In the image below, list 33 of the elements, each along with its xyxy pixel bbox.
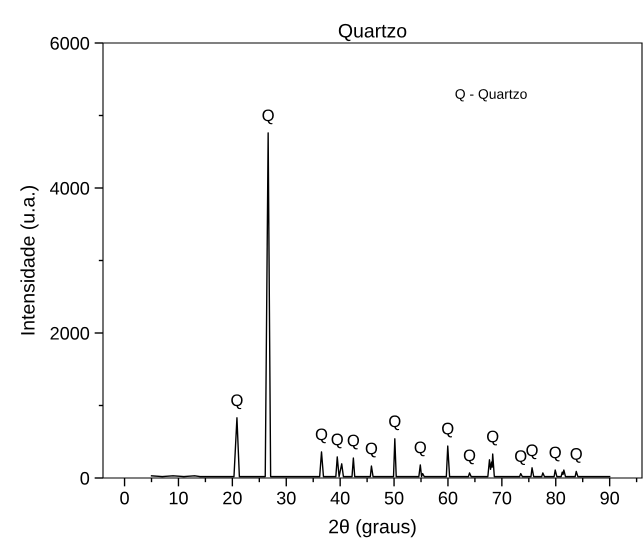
y-axis-title: Intensidade (u.a.) xyxy=(20,186,39,334)
x-tick-label: 20 xyxy=(223,492,242,504)
annotation: Q xyxy=(348,434,360,450)
x-tick-label: 30 xyxy=(276,492,296,504)
annotation: Q xyxy=(332,434,343,448)
annotation: Q xyxy=(366,442,378,458)
annotation: Q xyxy=(464,449,476,464)
x-tick-label: 70 xyxy=(492,492,512,504)
annotation: Q xyxy=(550,446,561,462)
annotation: Q xyxy=(515,450,526,466)
x-tick-label: 80 xyxy=(546,492,566,504)
annotation: Q - Quartzo xyxy=(455,89,527,102)
y-tick-label: 0 xyxy=(80,472,90,485)
x-tick-label: 0 xyxy=(120,492,129,504)
chart-title: Quartzo xyxy=(338,24,406,42)
annotation: Q xyxy=(442,422,454,438)
annotation: Q xyxy=(570,448,582,463)
x-axis-title: 2θ (graus) xyxy=(329,519,416,538)
x-tick-label: 90 xyxy=(600,492,619,504)
annotation: Q xyxy=(316,428,328,444)
y-tick-label: 6000 xyxy=(50,36,90,50)
annotation: Q xyxy=(414,442,426,456)
annotation: Q xyxy=(262,109,274,124)
y-tick-label: 4000 xyxy=(50,182,90,195)
annotation: Q xyxy=(487,430,498,446)
x-tick-label: 10 xyxy=(170,492,188,504)
x-tick-label: 60 xyxy=(438,492,458,504)
y-tick-label: 2000 xyxy=(50,326,90,340)
annotation: Q xyxy=(231,394,243,410)
annotation: Q xyxy=(389,415,400,430)
annotation: Q xyxy=(526,444,538,460)
x-tick-label: 40 xyxy=(330,492,350,504)
x-tick-label: 50 xyxy=(384,492,404,504)
